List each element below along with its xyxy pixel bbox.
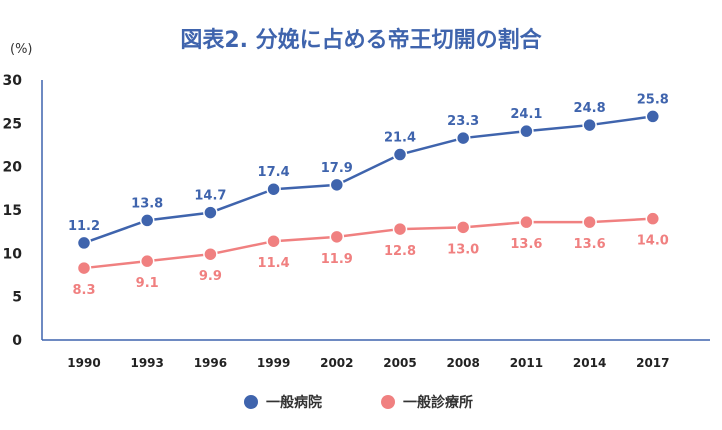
data-point-hospital: [645, 109, 661, 124]
legend-label-clinic: 一般診療所: [403, 395, 473, 411]
chart-series: 11.2 13.8 14.7 17.4 17.9 21.4 23.3 24.1 24.8 25.8…: [68, 92, 669, 298]
x-tick-label: 2014: [573, 356, 606, 370]
chart-title: 図表2. 分娩に占める帝王切開の割合: [180, 28, 542, 53]
data-label-clinic: 11.4: [258, 256, 290, 271]
data-point-clinic: [582, 214, 597, 230]
data-label-hospital: 23.3: [447, 114, 479, 129]
legend-dot-clinic-icon: [381, 395, 395, 409]
data-point-hospital: [582, 117, 597, 133]
data-point-clinic: [76, 260, 92, 276]
data-label-clinic: 9.9: [199, 269, 222, 284]
data-point-hospital: [266, 181, 281, 197]
y-tick-label: 5: [12, 290, 22, 306]
data-point-hospital: [392, 147, 408, 162]
data-label-hospital: 11.2: [68, 219, 100, 234]
data-point-hospital: [76, 235, 92, 251]
x-tick-label: 2008: [446, 356, 479, 370]
legend-item-hospital: 一般病院: [244, 392, 322, 412]
y-tick-label: 15: [3, 203, 22, 219]
data-point-hospital: [329, 177, 345, 193]
series-line-hospital: [83, 115, 653, 245]
data-label-clinic: 9.1: [136, 276, 159, 291]
data-point-hospital: [203, 205, 218, 220]
data-point-clinic: [266, 233, 281, 249]
data-label-hospital: 14.7: [194, 189, 226, 204]
x-tick-label: 2005: [383, 356, 416, 370]
data-label-clinic: 13.6: [574, 237, 606, 252]
y-axis-unit-label: (%): [10, 42, 33, 57]
data-point-hospital: [139, 213, 155, 228]
data-point-clinic: [203, 246, 218, 262]
x-tick-label: 1990: [67, 356, 100, 370]
y-tick-label: 20: [3, 160, 23, 176]
data-point-clinic: [645, 211, 661, 226]
data-label-hospital: 24.8: [574, 101, 606, 116]
y-tick-label: 25: [3, 116, 22, 132]
x-tick-label: 2017: [636, 356, 669, 370]
series-line-clinic: [83, 217, 653, 270]
legend-label-hospital: 一般病院: [266, 395, 322, 411]
data-label-clinic: 12.8: [384, 244, 416, 259]
legend-dot-hospital-icon: [244, 395, 258, 409]
data-label-clinic: 11.9: [321, 252, 353, 267]
data-label-hospital: 25.8: [637, 92, 669, 107]
data-label-hospital: 24.1: [510, 107, 542, 122]
data-label-hospital: 13.8: [131, 196, 163, 211]
data-point-clinic: [139, 253, 155, 269]
data-label-hospital: 17.9: [321, 161, 353, 176]
legend-item-clinic: 一般診療所: [381, 392, 473, 412]
data-point-clinic: [519, 214, 534, 230]
data-label-hospital: 17.4: [258, 165, 290, 180]
x-tick-label: 1996: [194, 356, 227, 370]
data-label-hospital: 21.4: [384, 131, 416, 146]
data-point-clinic: [455, 220, 471, 235]
data-point-hospital: [519, 123, 534, 139]
data-label-clinic: 14.0: [637, 234, 669, 249]
data-label-clinic: 8.3: [72, 283, 95, 298]
data-point-hospital: [455, 130, 471, 146]
y-tick-label: 10: [3, 246, 23, 262]
y-tick-label: 0: [12, 333, 22, 349]
x-tick-label: 2002: [320, 356, 353, 370]
data-point-clinic: [329, 229, 345, 245]
data-point-clinic: [392, 221, 408, 237]
x-tick-label: 1993: [130, 356, 163, 370]
x-tick-label: 2011: [510, 356, 543, 370]
data-label-clinic: 13.6: [510, 237, 542, 252]
data-label-clinic: 13.0: [447, 242, 479, 257]
x-tick-label: 1999: [257, 356, 290, 370]
y-tick-label: 30: [3, 73, 23, 89]
chart-axes: 0 5 10 15 20 25 30 1990 1993 1996 1999 2002 2005 2008…: [3, 73, 710, 370]
